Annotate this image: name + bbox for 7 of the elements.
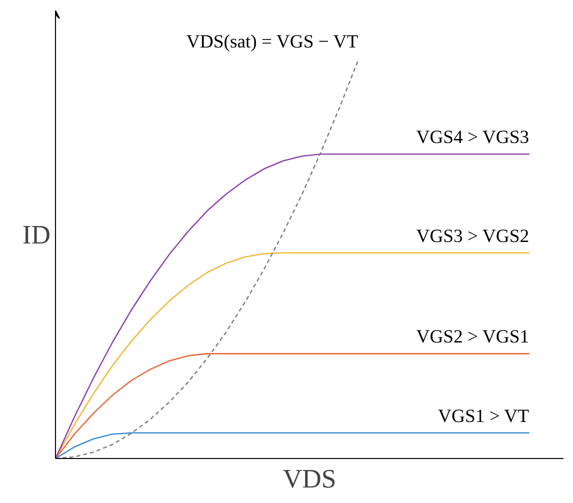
- series-label: VDS(sat) = VGS − VT: [186, 32, 359, 52]
- series-label: VGS2 > VGS1: [416, 326, 530, 348]
- y-axis-title: ID: [22, 220, 51, 250]
- series-label: VGS4 > VGS3: [416, 127, 530, 148]
- x-axis-title: VDS: [282, 464, 336, 494]
- series-label: VGS1 > VT: [438, 406, 530, 427]
- series-label: VGS3 > VGS2: [416, 226, 530, 247]
